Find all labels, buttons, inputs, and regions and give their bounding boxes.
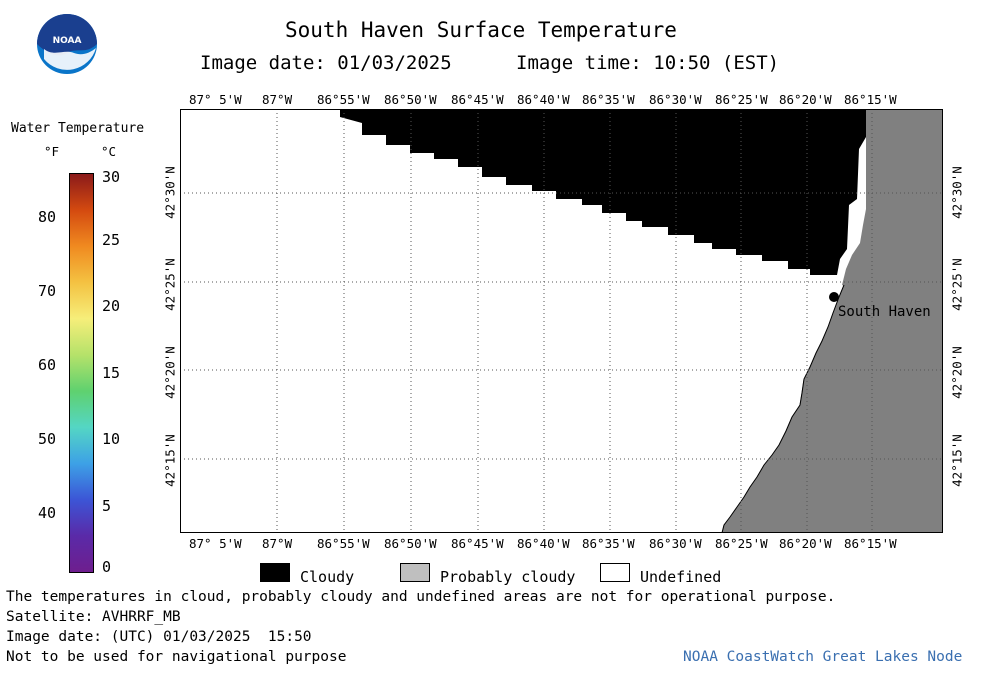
lon-label-bottom: 86°15'W (844, 536, 897, 551)
lon-label-top: 86°15'W (844, 92, 897, 107)
lon-label-bottom: 86°35'W (582, 536, 635, 551)
lon-label-bottom: 86°55'W (317, 536, 370, 551)
lon-label-top: 86°30'W (649, 92, 702, 107)
lon-label-bottom: 86°25'W (715, 536, 768, 551)
c-tick: 10 (102, 430, 121, 448)
scale-unit-f: °F (44, 144, 60, 159)
image-date: Image date: 01/03/2025 (200, 52, 452, 74)
legend-label-undefined: Undefined (640, 568, 722, 586)
lat-label-right: 42°20'N (949, 346, 965, 399)
scale-unit-c: °C (101, 144, 117, 159)
c-tick: 15 (102, 364, 121, 382)
lon-label-top: 86°40'W (517, 92, 570, 107)
cloud-area (340, 109, 866, 275)
lat-label-left: 42°30'N (162, 166, 178, 219)
legend-swatch-undefined (600, 563, 630, 582)
c-tick: 5 (102, 497, 112, 515)
f-tick: 40 (38, 504, 57, 522)
lon-label-top: 87° 5'W (189, 92, 242, 107)
lon-label-top: 86°25'W (715, 92, 768, 107)
lon-label-top: 86°35'W (582, 92, 635, 107)
c-tick: 25 (102, 231, 121, 249)
lon-label-bottom: 87° 5'W (189, 536, 242, 551)
lon-label-bottom: 87°W (262, 536, 293, 551)
lon-label-bottom: 86°40'W (517, 536, 570, 551)
satellite-text: Satellite: AVHRRF_MB (6, 609, 181, 625)
f-tick: 80 (38, 208, 57, 226)
image-time: Image time: 10:50 (EST) (516, 52, 780, 74)
page-title: South Haven Surface Temperature (285, 18, 677, 42)
c-tick: 20 (102, 297, 121, 315)
disclaimer-text: The temperatures in cloud, probably clou… (6, 589, 836, 605)
c-tick: 0 (102, 558, 112, 576)
land-area (720, 109, 943, 533)
legend-label-probably-cloudy: Probably cloudy (440, 568, 576, 586)
map-canvas (180, 109, 943, 534)
f-tick: 70 (38, 282, 57, 300)
lon-label-top: 86°55'W (317, 92, 370, 107)
color-scale-bar (69, 173, 94, 573)
utc-date-text: Image date: (UTC) 01/03/2025 15:50 (6, 629, 312, 645)
noaa-logo: NOAA (36, 13, 98, 75)
lon-label-bottom: 86°30'W (649, 536, 702, 551)
lon-label-top: 86°50'W (384, 92, 437, 107)
lon-label-bottom: 86°45'W (451, 536, 504, 551)
nav-warning-text: Not to be used for navigational purpose (6, 649, 347, 665)
f-tick: 60 (38, 356, 57, 374)
lon-label-bottom: 86°20'W (779, 536, 832, 551)
lat-label-left: 42°20'N (162, 346, 178, 399)
lon-label-bottom: 86°50'W (384, 536, 437, 551)
south-haven-marker (829, 292, 839, 302)
c-tick: 30 (102, 168, 121, 186)
lon-label-top: 86°45'W (451, 92, 504, 107)
legend-label-cloudy: Cloudy (300, 568, 355, 586)
lat-label-right: 42°25'N (949, 258, 965, 311)
lat-label-left: 42°15'N (162, 434, 178, 487)
scale-title: Water Temperature (11, 121, 145, 136)
location-label: South Haven (838, 304, 931, 320)
lat-label-left: 42°25'N (162, 258, 178, 311)
lat-label-right: 42°30'N (949, 166, 965, 219)
credit-link[interactable]: NOAA CoastWatch Great Lakes Node (683, 649, 963, 665)
legend-swatch-probably-cloudy (400, 563, 430, 582)
lon-label-top: 87°W (262, 92, 293, 107)
map-panel[interactable]: South Haven (180, 109, 943, 534)
legend-swatch-cloudy (260, 563, 290, 582)
lat-label-right: 42°15'N (949, 434, 965, 487)
svg-text:NOAA: NOAA (53, 36, 82, 46)
lon-label-top: 86°20'W (779, 92, 832, 107)
graticule (180, 109, 943, 533)
f-tick: 50 (38, 430, 57, 448)
